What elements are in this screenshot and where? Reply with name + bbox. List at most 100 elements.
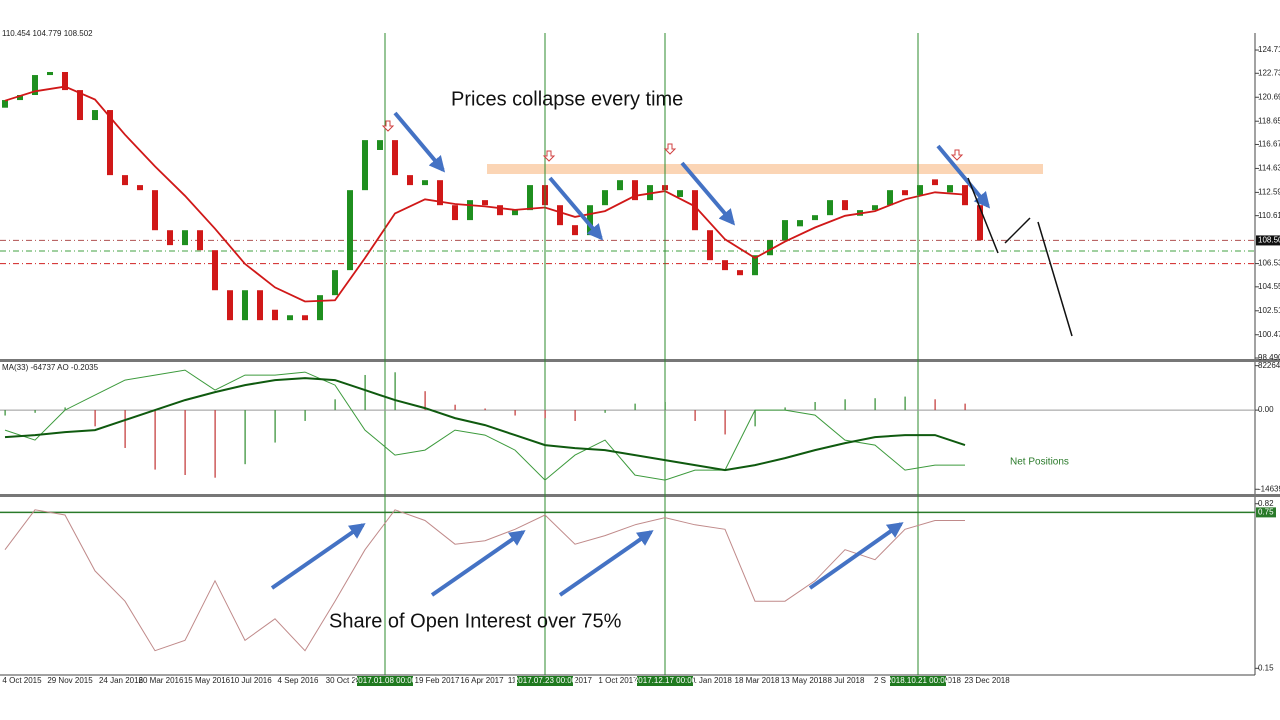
candle [152,190,158,231]
y-tick-label: 104.550 [1258,282,1280,291]
candle [917,185,923,196]
y-tick-label: 98.490 [1258,353,1280,362]
candle [347,190,353,271]
ao-bar [844,399,846,411]
ao-bar [574,410,576,421]
y-tick-label: 110.610 [1258,211,1280,220]
ao-bar [244,410,246,465]
candle [887,190,893,206]
event-label: 2018.10.21 00:00 [887,676,950,685]
ao-bar [94,410,96,427]
y-tick-label: 0.00 [1258,405,1274,414]
candle [257,290,263,321]
candle [377,140,383,150]
y-tick-label: 82264 [1258,361,1280,370]
candle [242,290,248,321]
y-tick-label: -146393 [1258,484,1280,493]
ao-bar [274,410,276,443]
candle [227,290,233,321]
candle [692,190,698,231]
annotation: Prices collapse every time [451,88,683,110]
ao-bar [934,399,936,411]
candle [197,230,203,251]
event-label: 2017.07.23 00:00 [514,676,577,685]
candle [137,185,143,191]
ao-bar [124,410,126,448]
candle [407,175,413,186]
price-header: 110.454 104.779 108.502 [2,29,93,38]
arrow [393,111,446,173]
candle [962,185,968,206]
candle [872,205,878,211]
candle [302,315,308,321]
candle [587,205,593,236]
panel-separator [0,494,1280,497]
ao-bar [754,410,756,427]
resistance-band [487,164,1043,174]
y-tick-label: 106.530 [1258,259,1280,268]
ao-bar [4,410,6,416]
candle [17,95,23,101]
candle [122,175,128,186]
y-tick-label: 102.510 [1258,306,1280,315]
ao-bar [394,372,396,411]
ao-bar [304,410,306,421]
candle [677,190,683,197]
candle [212,250,218,291]
trend-arrows [270,111,991,597]
candle [62,71,68,91]
x-tick-label: 4 Oct 2015 [2,676,42,685]
down-icon [542,150,556,162]
event-label: 2017.12.17 00:00 [634,676,697,685]
y-tick-label: 100.470 [1258,330,1280,339]
candle [317,295,323,321]
arrow [430,530,526,597]
x-tick-label: 29 Nov 2015 [47,676,93,685]
ao-bar [784,407,786,411]
candle [827,200,833,216]
ao-bar [514,410,516,416]
candle [167,230,173,246]
ao-bar [454,404,456,411]
panel-separator [0,359,1280,362]
candle [617,180,623,191]
plot-layer: 124.710 122.730 120.690 118.650 116.670 114.6… [0,33,1280,686]
candle [47,71,53,76]
price-label-bg [1256,235,1280,246]
candle [77,90,83,121]
projection-line [1037,221,1073,337]
ao-bar [904,396,906,411]
arrow [558,530,654,597]
candle [572,225,578,236]
threshold-label: 0.75 [1258,507,1274,516]
indicator-label: MA(33) -64737 AO -0.2035 [2,363,99,372]
y-tick-label: 0.82 [1258,499,1274,508]
projection-line [967,177,999,254]
y-tick-label: 124.710 [1258,45,1280,54]
ao-bar [664,402,666,411]
down-icon [663,143,677,155]
candle [812,215,818,221]
candle [332,270,338,296]
down-icon [950,149,964,161]
indicator-line [4,369,965,481]
candle [527,185,533,211]
y-tick-label: 116.670 [1258,140,1280,149]
ao-bar [724,410,726,435]
x-tick-label: 16 Apr 2017 [460,676,504,685]
ao-bar [424,391,426,411]
candle [752,255,758,276]
x-tick-label: 18 Mar 2018 [735,676,780,685]
event-label-bg [890,676,946,686]
candle [842,200,848,211]
x-tick-label: 2 S [874,676,886,685]
arrow [680,161,736,226]
candle [422,180,428,186]
arrow [548,176,604,241]
down-icon [381,120,395,132]
event-label-bg [517,676,573,686]
y-tick-label: 0.15 [1258,663,1274,672]
candle [107,110,113,176]
